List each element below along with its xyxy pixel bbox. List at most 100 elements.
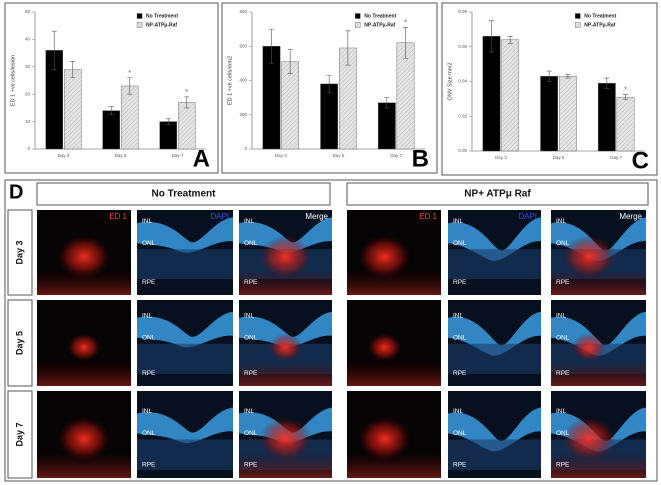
row-label: Day 3 [14,240,24,264]
row-label: Day 5 [14,331,24,355]
legend-label: NP-ATPμ-Raf [364,22,395,28]
layer-label: INL [142,313,153,320]
ed1-signal [67,333,101,362]
ed1-signal [571,333,607,362]
ed1-signal [57,235,111,279]
channel-label: ED 1 [419,212,437,221]
layer-label: ONL [244,335,258,342]
legend-label: No Treatment [584,13,616,19]
layer-label: ONL [142,335,156,342]
rpe-signal [347,360,441,386]
error-bar [604,77,610,89]
y-tick-label: 800 [239,9,247,14]
layer-label: RPE [453,462,467,469]
x-tick-label: Day 5 [333,153,345,158]
layer-label: INL [142,408,153,415]
error-bar [384,97,390,109]
y-tick-label: 0.08 [458,9,467,14]
bar [396,42,415,150]
layer-label: INL [556,313,567,320]
channel-label: Merge [619,212,642,221]
bar [501,39,520,152]
layer-label: INL [453,313,464,320]
ed1-signal [57,416,111,461]
x-tick-label: Day 7 [172,153,184,158]
layer-label: INL [453,408,464,415]
ed1-signal [358,416,411,461]
panel-label: A [193,145,210,172]
bar [597,83,616,152]
legend-label: NP-ATPμ-Raf [584,22,615,28]
y-tick-label: 0 [27,146,30,151]
error-bar [565,74,571,79]
legend-label: No Treatment [146,13,178,19]
bar [281,61,300,150]
nuclear-haze [137,439,233,470]
row-header [7,209,33,296]
y-axis-label: ONV Size mm2 [447,63,453,101]
bar [482,36,501,152]
nuclear-haze [448,249,541,279]
bar [159,121,178,150]
nuclear-layer [137,217,233,253]
ed1-signal [358,235,411,279]
rpe-signal [551,360,646,386]
significance-mark: * [404,19,407,28]
y-tick-label: 10 [25,119,31,124]
y-tick-label: 0.02 [458,113,467,118]
layer-label: ONL [453,430,467,437]
y-tick-label: 200 [239,112,247,117]
ed1-signal [367,333,402,362]
bar [377,102,396,150]
layer-label: RPE [556,462,570,469]
layer-label: ONL [142,240,156,247]
row-header [7,299,33,387]
rpe-signal [37,360,131,386]
nuclear-layer [239,217,332,253]
row-header [7,390,33,479]
error-bar [70,61,76,79]
ed1-signal [562,235,616,279]
significance-mark: * [185,88,188,97]
row-label: Day 7 [14,422,24,446]
legend-swatch [355,13,361,19]
nuclear-layer [137,407,233,444]
legend-swatch [575,13,581,19]
layer-label: RPE [142,279,156,286]
legend-swatch [355,22,361,28]
channel-label: Merge [305,212,328,221]
y-tick-label: 0.04 [458,79,467,84]
ed1-signal [259,235,312,279]
nuclear-haze [137,249,233,279]
layer-label: INL [142,218,153,225]
layer-label: ONL [556,240,570,247]
bar [120,85,139,150]
ed1-signal [259,416,312,461]
nuclear-haze [448,439,541,470]
layer-label: ONL [453,240,467,247]
layer-label: RPE [453,370,467,377]
legend-swatch [575,22,581,28]
layer-label: RPE [556,370,570,377]
layer-label: INL [556,218,567,225]
group-title: No Treatment [152,189,217,200]
y-tick-label: 0.00 [458,148,467,153]
error-bar [507,36,513,44]
legend-label: No Treatment [364,13,396,19]
error-bar [268,28,274,64]
layer-label: RPE [556,279,570,286]
channel-label: ED 1 [109,212,127,221]
bar [540,76,559,152]
nuclear-layer [239,311,332,348]
y-tick-label: 20 [25,91,31,96]
significance-mark: * [624,86,627,95]
x-tick-label: Day 7 [610,155,622,160]
layer-label: RPE [244,279,258,286]
channel-label: DAPI [518,212,537,221]
error-bar [623,94,629,101]
error-bar [287,49,293,74]
group-header [36,182,331,206]
y-tick-label: 400 [239,78,247,83]
y-tick-label: 0 [244,146,247,151]
significance-mark: * [128,69,131,78]
